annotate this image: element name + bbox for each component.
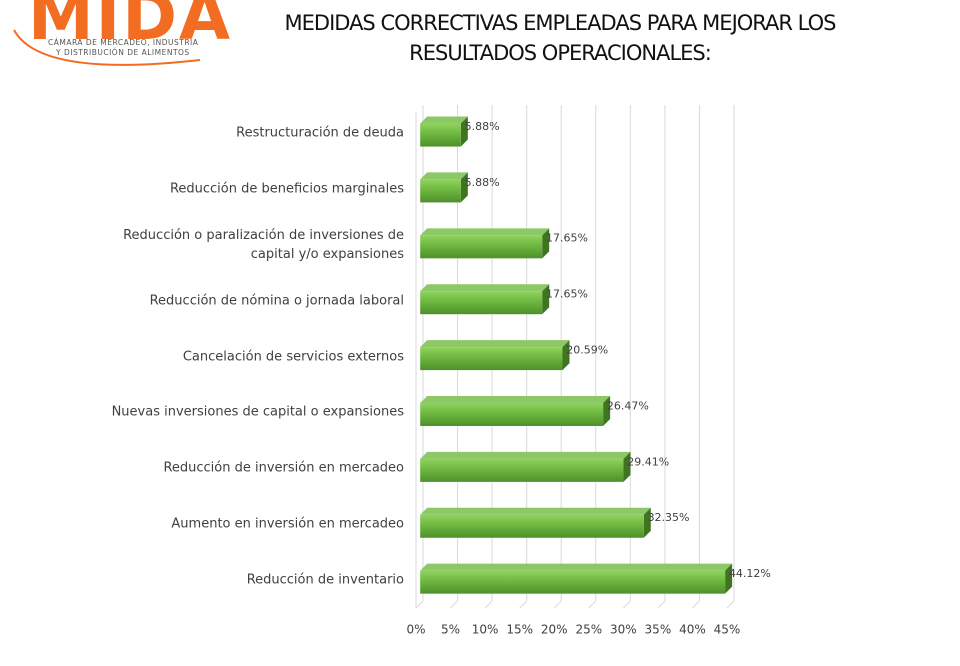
y-tick-label: Reducción de beneficios marginales xyxy=(169,181,404,197)
y-tick-label: Reducción de nómina o jornada laboral xyxy=(149,293,404,309)
bar-top xyxy=(420,507,651,515)
bar-side xyxy=(460,116,468,147)
bar-top xyxy=(420,172,468,180)
y-tick-label: Reducción de inventario xyxy=(246,572,404,588)
x-tick-label: 40% xyxy=(679,623,706,637)
bar xyxy=(420,402,604,426)
x-tick-label: 0% xyxy=(406,623,425,637)
bar xyxy=(420,458,624,482)
floor-line xyxy=(588,600,597,609)
bar xyxy=(420,291,543,315)
chart-title: MEDIDAS CORRECTIVAS EMPLEADAS PARA MEJOR… xyxy=(284,11,837,65)
data-label: 17.65% xyxy=(546,232,588,245)
x-tick-label: 10% xyxy=(472,623,499,637)
bar-side xyxy=(725,563,733,594)
data-label: 17.65% xyxy=(546,288,588,301)
bar-side xyxy=(460,172,468,203)
x-tick-label: 25% xyxy=(575,623,602,637)
y-tick-label: Nuevas inversiones de capital o expansio… xyxy=(111,404,404,420)
y-tick-label: Reducción o paralización de inversiones … xyxy=(123,227,404,262)
floor-line xyxy=(450,600,458,609)
floor-line xyxy=(692,600,700,609)
x-tick-label: 35% xyxy=(645,623,672,637)
bar-top xyxy=(420,116,468,124)
y-tick-label: Cancelación de servicios externos xyxy=(182,349,404,364)
floor-line xyxy=(484,600,493,609)
data-label: 5.88% xyxy=(465,176,500,189)
y-tick-label: Reducción de inversión en mercadeo xyxy=(163,460,404,476)
bar-top xyxy=(420,228,550,236)
floor-line xyxy=(519,600,528,609)
x-tick-label: 20% xyxy=(541,623,568,637)
bar-top xyxy=(420,284,550,292)
bar-side xyxy=(542,228,550,259)
x-tick-label: 45% xyxy=(714,623,741,637)
x-tick-label: 15% xyxy=(506,623,533,637)
bar xyxy=(420,235,543,259)
bar xyxy=(420,123,461,147)
x-tick-label: 30% xyxy=(610,623,637,637)
floor-line xyxy=(415,600,424,609)
y-tick-label: Aumento en inversión en mercadeo xyxy=(171,516,404,532)
data-label: 5.88% xyxy=(465,120,500,133)
floor-line xyxy=(553,600,562,609)
logo-swoosh xyxy=(13,29,201,66)
bar-side xyxy=(542,284,550,315)
bar-side xyxy=(643,507,651,538)
y-tick-label: Restructuración de deuda xyxy=(236,125,404,141)
bar xyxy=(420,514,644,538)
bar xyxy=(420,347,563,371)
data-label: 26.47% xyxy=(607,399,649,412)
floor-line xyxy=(726,600,735,609)
bar-top xyxy=(420,451,631,459)
data-label: 29.41% xyxy=(627,455,669,468)
data-label: 20.59% xyxy=(566,344,608,357)
logo: MIDA xyxy=(28,0,233,55)
bar-side xyxy=(603,395,611,426)
bar xyxy=(420,570,726,594)
bar-side xyxy=(623,451,631,482)
bar-top xyxy=(420,563,733,571)
bar-top xyxy=(420,340,570,348)
data-label: 44.12% xyxy=(729,567,771,580)
x-tick-label: 5% xyxy=(441,623,460,637)
bar-top xyxy=(420,395,611,403)
logo-subtitle: CÁMARA DE MERCADEO, INDUSTRIA xyxy=(48,38,199,47)
logo-subtitle: Y DISTRIBUCIÓN DE ALIMENTOS xyxy=(56,48,190,57)
bar xyxy=(420,179,461,203)
floor-line xyxy=(622,600,631,609)
bar-side xyxy=(562,340,570,371)
data-label: 32.35% xyxy=(648,511,690,524)
floor-line xyxy=(657,600,666,609)
